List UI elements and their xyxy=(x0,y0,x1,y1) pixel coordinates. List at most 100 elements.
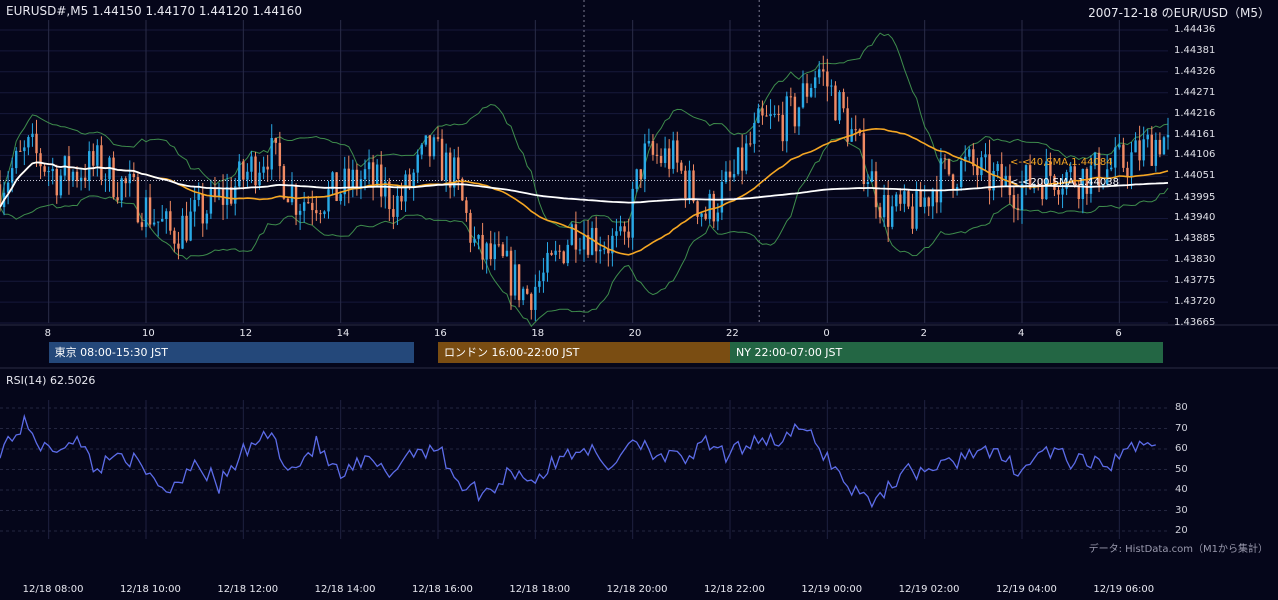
candle-body xyxy=(375,164,379,186)
candle-body xyxy=(156,221,160,223)
candle-body xyxy=(136,177,140,223)
candle-body xyxy=(124,178,127,184)
candle-body xyxy=(436,137,440,139)
candle-body xyxy=(834,85,837,121)
candle-body xyxy=(440,138,444,181)
candle-body xyxy=(757,108,760,123)
candle-body xyxy=(363,169,367,180)
date-tick-label: 12/18 10:00 xyxy=(120,584,181,595)
candle-body xyxy=(594,227,598,252)
candle-body xyxy=(509,250,513,296)
candle-body xyxy=(797,107,801,127)
candle-body xyxy=(838,91,841,121)
candle-body xyxy=(1061,188,1064,195)
candle-body xyxy=(745,143,748,171)
candle-body xyxy=(822,69,825,72)
candle-body xyxy=(1020,183,1024,211)
candle-body xyxy=(444,152,448,181)
rsi-line xyxy=(0,413,1156,509)
date-tick-label: 12/18 18:00 xyxy=(509,584,571,595)
candle-body xyxy=(92,151,95,166)
candle-body xyxy=(432,137,436,157)
candle-body xyxy=(335,172,338,201)
candle-body xyxy=(371,162,375,186)
candle-body xyxy=(298,210,302,215)
candle-body xyxy=(505,250,509,257)
hour-tick-label: 10 xyxy=(142,328,155,339)
candle-body xyxy=(895,194,898,207)
candle-body xyxy=(209,188,213,214)
candle-body xyxy=(570,224,574,245)
candle-body xyxy=(181,215,184,249)
sma200-label: <-<200,SMA,1.44038 xyxy=(1010,177,1119,189)
date-tick-label: 12/18 22:00 xyxy=(704,584,765,595)
candle-body xyxy=(286,198,290,203)
candle-body xyxy=(307,202,310,204)
candle-body xyxy=(116,197,119,201)
hour-tick-label: 18 xyxy=(531,328,545,339)
candle-body xyxy=(623,226,626,232)
candle-body xyxy=(716,212,720,222)
candle-body xyxy=(250,156,253,172)
candle-body xyxy=(1142,139,1145,161)
candle-body xyxy=(558,250,561,252)
candle-body xyxy=(331,172,334,190)
candle-body xyxy=(724,171,728,182)
candle-body xyxy=(607,248,610,254)
candle-body xyxy=(420,144,423,155)
candle-body xyxy=(809,87,813,97)
candle-body xyxy=(35,133,38,154)
price-tick-label: 1.44326 xyxy=(1174,65,1216,77)
candle-body xyxy=(96,145,99,166)
candle-body xyxy=(79,177,83,182)
candles-group xyxy=(0,55,1170,322)
candle-body xyxy=(1037,184,1040,186)
candle-body xyxy=(1085,168,1089,194)
sma200-line xyxy=(0,161,1169,208)
candle-body xyxy=(919,189,922,207)
candle-body xyxy=(128,173,131,184)
candle-body xyxy=(1057,189,1060,195)
rsi-tick-label: 20 xyxy=(1175,525,1188,536)
candle-body xyxy=(278,142,282,167)
candle-body xyxy=(88,151,91,182)
candle-body xyxy=(71,171,75,181)
candle-body xyxy=(700,213,703,217)
candle-body xyxy=(201,193,204,224)
candle-body xyxy=(631,188,634,238)
candle-body xyxy=(582,235,586,250)
price-tick-label: 1.43940 xyxy=(1174,212,1216,224)
candle-body xyxy=(951,174,955,191)
date-tick-label: 12/19 06:00 xyxy=(1093,584,1155,595)
candle-body xyxy=(51,168,54,172)
candle-body xyxy=(749,143,752,145)
rsi-tick-label: 40 xyxy=(1175,484,1188,495)
rsi-tick-label: 70 xyxy=(1175,422,1188,434)
candle-body xyxy=(874,171,878,208)
candle-body xyxy=(315,210,318,214)
candle-body xyxy=(599,249,602,252)
candle-body xyxy=(197,193,200,200)
candle-body xyxy=(521,288,525,301)
candle-body xyxy=(728,171,732,178)
candle-body xyxy=(1126,167,1129,177)
candle-body xyxy=(485,243,488,260)
candle-body xyxy=(469,212,472,243)
candle-body xyxy=(680,162,683,171)
candle-body xyxy=(903,191,906,204)
candle-body xyxy=(947,158,951,175)
candle-body xyxy=(785,96,788,142)
price-tick-label: 1.43995 xyxy=(1174,191,1216,203)
candle-body xyxy=(915,189,918,229)
candle-body xyxy=(55,168,58,196)
candle-body xyxy=(826,71,829,87)
candle-body xyxy=(396,195,399,217)
rsi-tick-label: 30 xyxy=(1175,504,1188,516)
hour-tick-label: 6 xyxy=(1115,328,1122,339)
candle-body xyxy=(39,153,42,167)
candle-body xyxy=(140,222,144,227)
candle-body xyxy=(497,244,501,246)
price-tick-label: 1.44381 xyxy=(1174,44,1216,56)
candle-body xyxy=(481,234,484,260)
